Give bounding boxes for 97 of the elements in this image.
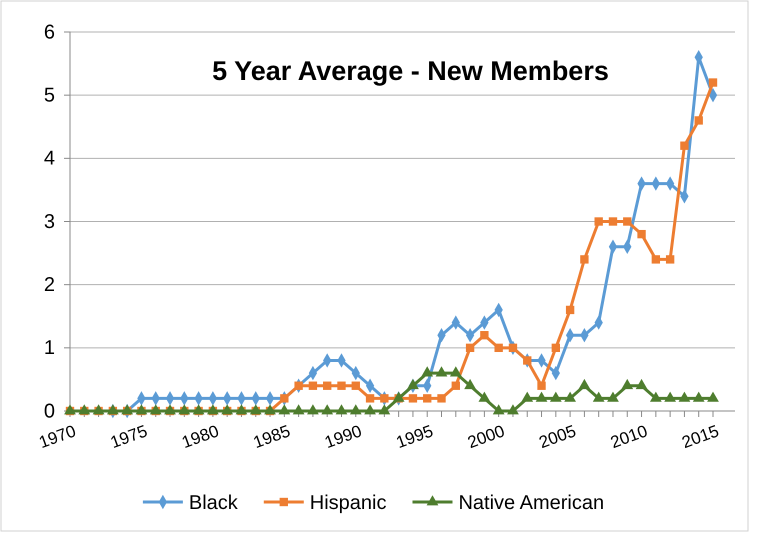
- point: [452, 382, 460, 390]
- point: [607, 392, 619, 402]
- x-tick-label: 1995: [394, 421, 436, 452]
- point: [708, 78, 718, 87]
- point: [566, 306, 574, 314]
- point: [478, 392, 490, 402]
- point: [352, 382, 360, 390]
- point: [707, 392, 719, 402]
- x-tick-label: 1975: [108, 421, 150, 452]
- y-tick-label: 4: [44, 148, 55, 170]
- y-tick-label: 6: [44, 21, 55, 44]
- point: [221, 404, 234, 414]
- point: [78, 404, 90, 414]
- point: [64, 404, 76, 414]
- point: [492, 404, 505, 414]
- point: [392, 392, 405, 402]
- point: [207, 404, 219, 414]
- point: [292, 404, 305, 414]
- point: [236, 404, 248, 414]
- point: [294, 382, 303, 390]
- point: [437, 394, 446, 403]
- point: [436, 366, 448, 376]
- point: [308, 382, 318, 390]
- point: [592, 392, 605, 402]
- point: [466, 344, 474, 352]
- text: 5 Year Average - New Members: [212, 56, 609, 86]
- y-tick-label: 3: [44, 210, 55, 233]
- point: [408, 394, 418, 403]
- point: [692, 392, 705, 402]
- point: [694, 116, 703, 125]
- point: [652, 255, 660, 264]
- point: [508, 344, 518, 352]
- point: [666, 255, 674, 264]
- point: [678, 392, 690, 402]
- point: [507, 404, 519, 414]
- point: [192, 404, 204, 414]
- point: [121, 404, 134, 414]
- y-tick-label: 5: [44, 84, 55, 107]
- legend-label: Black: [188, 492, 239, 514]
- point: [521, 392, 534, 402]
- point: [537, 382, 546, 390]
- point: [421, 366, 434, 376]
- x-tick-label: 2005: [536, 421, 579, 452]
- point: [150, 404, 162, 414]
- point: [307, 404, 319, 414]
- point: [480, 331, 489, 340]
- point: [106, 404, 119, 414]
- point: [136, 404, 148, 414]
- point: [366, 394, 374, 403]
- point: [536, 392, 548, 402]
- x-tick-label: 1990: [322, 421, 364, 452]
- point: [494, 344, 503, 352]
- y-tick-label: 1: [44, 337, 55, 360]
- point: [450, 366, 462, 376]
- point: [580, 255, 589, 264]
- x-tick-label: 1985: [250, 421, 293, 452]
- point: [594, 217, 603, 226]
- point: [264, 404, 276, 414]
- point: [164, 404, 176, 414]
- point: [608, 217, 618, 226]
- point: [380, 394, 389, 403]
- point: [178, 404, 190, 414]
- point: [278, 404, 290, 414]
- point: [552, 344, 560, 352]
- y-tick-label: 2: [44, 274, 55, 296]
- point: [423, 394, 432, 403]
- point: [564, 392, 576, 402]
- point: [378, 404, 390, 414]
- point: [523, 356, 532, 365]
- x-tick-label: 2000: [465, 421, 508, 452]
- point: [337, 382, 346, 390]
- x-tick-label: 2010: [608, 421, 650, 452]
- point: [621, 378, 634, 390]
- point: [664, 392, 676, 402]
- point: [350, 404, 362, 414]
- point: [578, 378, 590, 390]
- point: [650, 392, 662, 402]
- x-tick-label: 1970: [36, 421, 78, 452]
- x-tick-label: 1980: [179, 421, 222, 452]
- legend-label: Hispanic: [310, 492, 386, 514]
- x-tick-label: 2015: [679, 421, 722, 452]
- legend-label: Native American: [458, 492, 604, 514]
- point: [680, 142, 689, 150]
- point: [250, 404, 262, 414]
- y-tick-label: 0: [44, 400, 55, 422]
- point: [280, 394, 289, 403]
- point: [323, 382, 332, 390]
- point: [364, 404, 376, 414]
- point: [637, 230, 646, 238]
- point: [336, 404, 348, 414]
- point: [92, 404, 104, 414]
- point: [550, 392, 562, 402]
- point: [407, 378, 419, 390]
- point: [321, 404, 334, 414]
- point: [636, 378, 648, 390]
- point: [464, 378, 476, 390]
- point: [623, 217, 632, 226]
